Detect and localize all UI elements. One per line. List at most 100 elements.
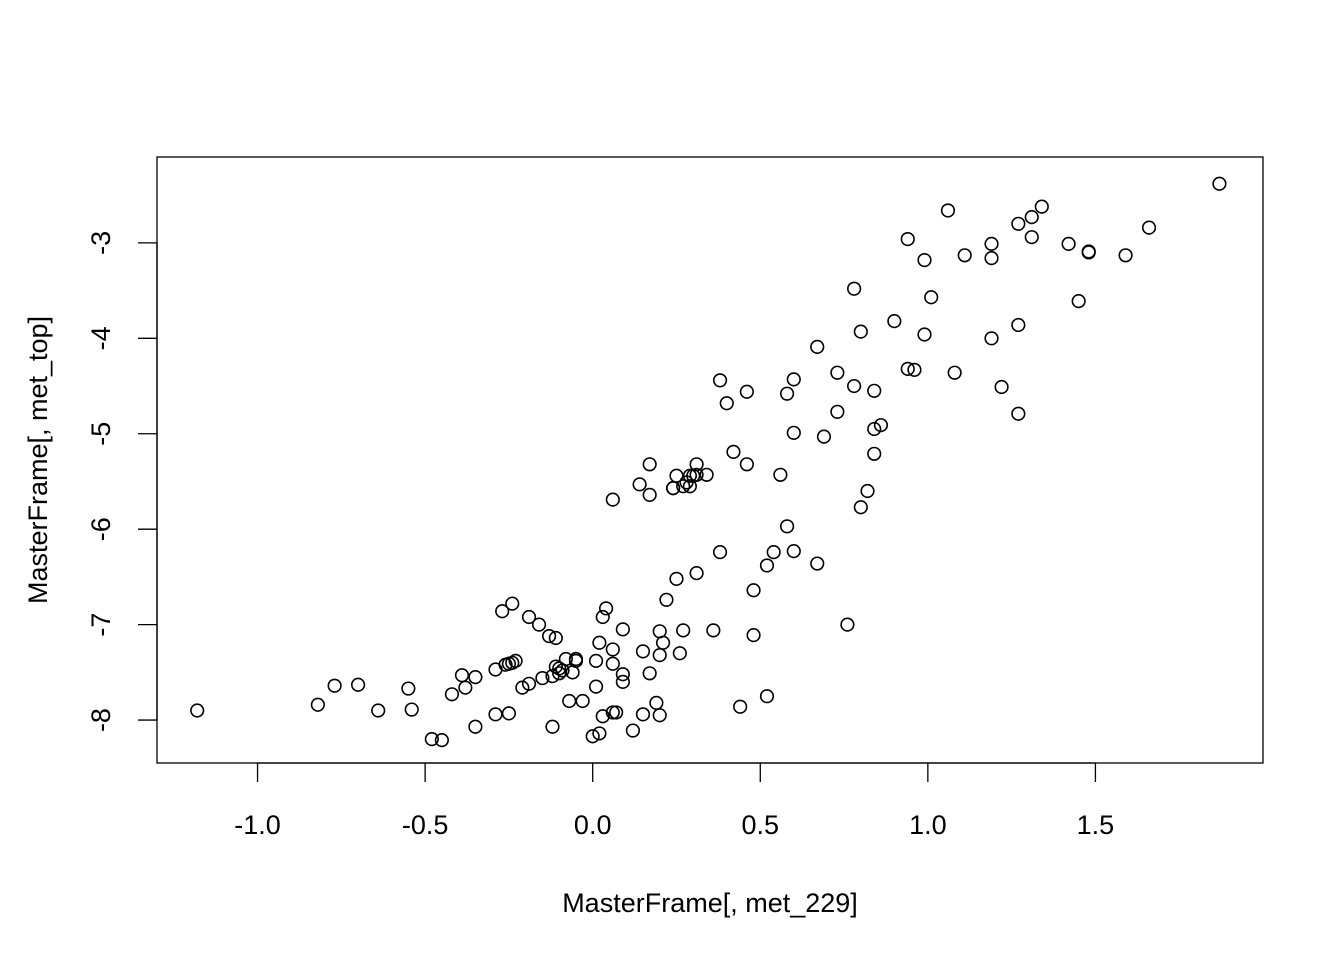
data-point	[562, 693, 577, 709]
data-point	[1024, 230, 1039, 245]
data-point	[649, 695, 664, 710]
data-point	[689, 467, 704, 482]
data-point	[371, 703, 386, 718]
data-point	[887, 314, 902, 329]
data-point	[900, 231, 915, 247]
data-point	[488, 707, 503, 722]
x-tick-label: 1.0	[909, 810, 947, 840]
data-point	[635, 707, 651, 722]
data-point	[816, 429, 832, 444]
data-point	[994, 379, 1009, 395]
data-point	[468, 670, 483, 685]
data-point	[867, 421, 882, 437]
data-point	[605, 642, 620, 657]
data-point	[495, 604, 510, 619]
data-point	[552, 666, 567, 681]
data-point	[810, 556, 825, 571]
data-point	[401, 681, 416, 696]
data-point	[615, 674, 630, 689]
data-point	[689, 565, 704, 581]
x-tick-label: -1.0	[234, 810, 281, 840]
data-point	[672, 646, 687, 661]
data-point	[642, 457, 657, 472]
data-point	[786, 425, 801, 440]
data-point	[924, 290, 939, 305]
y-tick-label: -4	[86, 326, 116, 350]
data-point	[404, 702, 419, 717]
data-point	[190, 703, 205, 718]
data-point	[609, 705, 624, 720]
data-point	[984, 331, 999, 346]
data-point	[545, 719, 560, 734]
data-point	[468, 719, 483, 734]
x-axis-label: MasterFrame[, met_229]	[562, 888, 858, 918]
data-point	[531, 617, 547, 632]
data-point	[505, 596, 520, 611]
x-tick-label: 1.5	[1077, 810, 1115, 840]
x-tick-label: 0.0	[574, 810, 612, 840]
data-point	[1118, 248, 1133, 263]
data-point	[984, 251, 999, 266]
data-point	[726, 444, 741, 459]
data-point	[588, 679, 604, 694]
data-point	[1141, 220, 1157, 235]
data-point	[873, 418, 889, 433]
data-point	[712, 544, 728, 560]
data-point	[501, 706, 517, 721]
data-point	[521, 609, 537, 625]
data-point	[1081, 245, 1096, 260]
data-point	[786, 372, 801, 387]
y-tick-label: -6	[86, 517, 116, 541]
data-point	[588, 653, 604, 668]
data-point	[847, 378, 862, 394]
data-point	[984, 236, 999, 251]
data-point	[615, 667, 630, 682]
data-point	[682, 468, 697, 483]
data-point	[642, 666, 657, 681]
data-point	[867, 446, 882, 461]
data-point	[521, 676, 537, 691]
data-point	[669, 571, 684, 586]
data-point	[840, 617, 855, 632]
data-point	[853, 500, 868, 515]
data-point	[558, 651, 573, 667]
y-tick-label: -7	[86, 613, 116, 637]
data-point	[605, 492, 620, 507]
data-point	[746, 583, 761, 598]
plot-frame	[156, 156, 1264, 764]
x-axis: -1.0 -0.5 0.0 0.5 1.0 1.5	[234, 762, 1115, 840]
data-point	[575, 693, 590, 709]
data-point	[917, 252, 932, 268]
y-tick-label: -5	[86, 422, 116, 446]
data-point	[444, 687, 460, 702]
y-tick-label: -8	[86, 708, 116, 732]
data-point	[652, 624, 667, 639]
data-point	[699, 467, 714, 482]
data-point	[327, 678, 342, 693]
data-point	[830, 404, 845, 419]
data-point	[1212, 176, 1227, 191]
data-point	[1024, 210, 1039, 225]
data-point	[867, 383, 882, 398]
data-point	[535, 670, 550, 686]
data-point	[779, 386, 795, 401]
data-point	[917, 327, 932, 342]
data-point	[907, 362, 922, 377]
data-point	[759, 558, 775, 573]
data-point	[669, 468, 684, 483]
data-point	[592, 726, 607, 741]
data-point	[759, 689, 775, 704]
data-point	[642, 487, 657, 502]
data-point	[592, 635, 607, 650]
data-point	[659, 592, 674, 607]
data-point	[568, 651, 584, 667]
data-point	[957, 248, 972, 263]
data-point	[739, 457, 754, 472]
x-tick-label: -0.5	[402, 810, 449, 840]
data-point	[454, 668, 470, 683]
data-point	[605, 656, 620, 671]
data-point	[853, 324, 868, 339]
data-point	[615, 622, 630, 637]
data-point	[900, 361, 915, 376]
data-point	[746, 628, 761, 643]
